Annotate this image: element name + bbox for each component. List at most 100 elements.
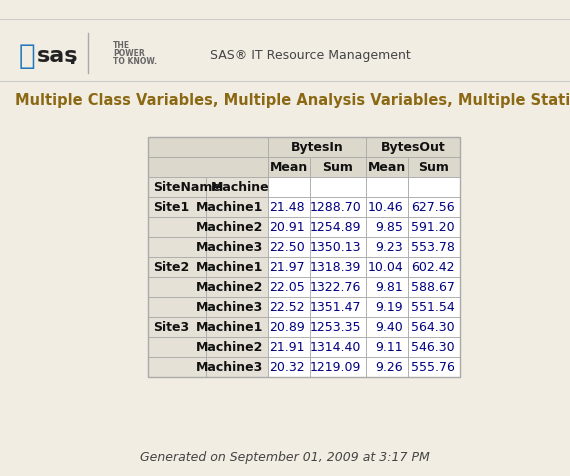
Bar: [408, 278, 460, 298]
Bar: [310, 198, 366, 218]
Bar: [206, 238, 268, 258]
Text: 9.26: 9.26: [376, 361, 403, 374]
Bar: [366, 337, 408, 357]
Text: 22.05: 22.05: [269, 281, 305, 294]
Bar: [310, 298, 366, 317]
Bar: [148, 298, 206, 317]
Text: Machine3: Machine3: [196, 301, 263, 314]
Text: 588.67: 588.67: [411, 281, 455, 294]
Bar: [310, 238, 366, 258]
Bar: [206, 178, 268, 198]
Bar: [310, 258, 366, 278]
Text: Generated on September 01, 2009 at 3:17 PM: Generated on September 01, 2009 at 3:17 …: [140, 451, 430, 464]
Bar: [148, 198, 206, 218]
Text: 627.56: 627.56: [412, 201, 455, 214]
Bar: [366, 238, 408, 258]
Bar: [206, 258, 268, 278]
Text: Site3: Site3: [153, 321, 189, 334]
Text: Machine2: Machine2: [196, 281, 263, 294]
Text: 20.32: 20.32: [270, 361, 305, 374]
Text: POWER: POWER: [113, 50, 145, 59]
Text: 555.76: 555.76: [411, 361, 455, 374]
Text: BytesOut: BytesOut: [381, 141, 445, 154]
Text: Multiple Class Variables, Multiple Analysis Variables, Multiple Statistics: Multiple Class Variables, Multiple Analy…: [15, 92, 570, 107]
Bar: [206, 357, 268, 377]
Bar: [408, 337, 460, 357]
Text: 9.40: 9.40: [375, 321, 403, 334]
Text: 9.23: 9.23: [376, 241, 403, 254]
Text: 21.97: 21.97: [270, 261, 305, 274]
Text: 1254.89: 1254.89: [310, 221, 361, 234]
Text: 551.54: 551.54: [411, 301, 455, 314]
Text: 591.20: 591.20: [412, 221, 455, 234]
Bar: [206, 218, 268, 238]
Bar: [148, 238, 206, 258]
Text: THE: THE: [113, 41, 130, 50]
Text: SAS® IT Resource Management: SAS® IT Resource Management: [210, 50, 410, 62]
Bar: [148, 178, 206, 198]
Bar: [366, 357, 408, 377]
Text: Machine: Machine: [211, 181, 270, 194]
Bar: [366, 278, 408, 298]
Bar: [148, 158, 268, 178]
Bar: [310, 218, 366, 238]
Text: Machine3: Machine3: [196, 361, 263, 374]
Text: 22.52: 22.52: [270, 301, 305, 314]
Text: 1314.40: 1314.40: [310, 341, 361, 354]
Bar: [268, 138, 366, 158]
Bar: [408, 317, 460, 337]
Text: Ⓢ: Ⓢ: [19, 42, 35, 70]
Text: Mean: Mean: [270, 161, 308, 174]
Text: Machine3: Machine3: [196, 241, 263, 254]
Bar: [408, 357, 460, 377]
Bar: [268, 317, 310, 337]
Text: sas: sas: [37, 46, 79, 66]
Text: 22.50: 22.50: [269, 241, 305, 254]
Bar: [268, 298, 310, 317]
Bar: [366, 178, 408, 198]
Bar: [268, 258, 310, 278]
Bar: [148, 317, 206, 337]
Bar: [408, 198, 460, 218]
Bar: [408, 298, 460, 317]
Bar: [310, 178, 366, 198]
Bar: [408, 258, 460, 278]
Bar: [148, 258, 206, 278]
Text: 564.30: 564.30: [412, 321, 455, 334]
Text: .: .: [70, 49, 77, 68]
Text: 21.91: 21.91: [270, 341, 305, 354]
Bar: [366, 317, 408, 337]
Text: 21.48: 21.48: [270, 201, 305, 214]
Text: 1318.39: 1318.39: [310, 261, 361, 274]
Bar: [310, 278, 366, 298]
Bar: [148, 337, 206, 357]
Bar: [206, 337, 268, 357]
Bar: [408, 178, 460, 198]
Bar: [148, 138, 460, 377]
Text: Site2: Site2: [153, 261, 189, 274]
Text: BytesIn: BytesIn: [291, 141, 343, 154]
Text: TO KNOW.: TO KNOW.: [113, 58, 157, 66]
Text: 9.19: 9.19: [376, 301, 403, 314]
Bar: [310, 317, 366, 337]
Text: 10.04: 10.04: [367, 261, 403, 274]
Text: Machine1: Machine1: [196, 261, 263, 274]
Text: 1351.47: 1351.47: [310, 301, 361, 314]
Bar: [268, 337, 310, 357]
Text: 9.81: 9.81: [375, 281, 403, 294]
Text: Mean: Mean: [368, 161, 406, 174]
Text: 553.78: 553.78: [411, 241, 455, 254]
Bar: [366, 158, 408, 178]
Text: Machine1: Machine1: [196, 321, 263, 334]
Bar: [148, 278, 206, 298]
Text: Machine1: Machine1: [196, 201, 263, 214]
Bar: [268, 198, 310, 218]
Bar: [148, 138, 268, 158]
Bar: [268, 178, 310, 198]
Text: Sum: Sum: [418, 161, 449, 174]
Bar: [206, 278, 268, 298]
Bar: [366, 298, 408, 317]
Bar: [206, 198, 268, 218]
Text: 9.85: 9.85: [375, 221, 403, 234]
Bar: [310, 357, 366, 377]
